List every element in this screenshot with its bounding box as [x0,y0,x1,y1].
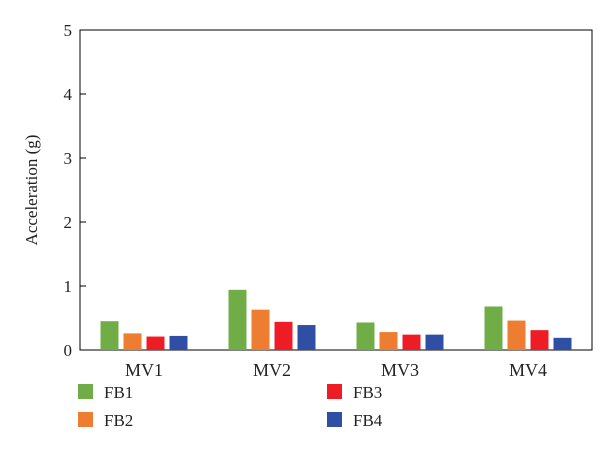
bar-fb2-mv3 [379,332,398,350]
x-category-label: MV1 [125,360,163,380]
bar-fb3-mv1 [146,336,165,350]
bar-fb1-mv2 [228,289,247,350]
y-tick-label: 3 [64,149,73,168]
bar-fb4-mv1 [169,335,188,350]
x-category-label: MV3 [381,360,419,380]
bar-fb4-mv2 [297,325,316,350]
y-tick-label: 5 [64,21,73,40]
bars-group [100,289,572,350]
bar-fb3-mv4 [530,330,549,350]
y-tick-label: 2 [64,213,73,232]
legend-label-fb1: FB1 [104,383,133,402]
plot-frame [79,29,593,351]
y-axis-ticks: 0 1 2 3 4 5 [64,21,86,360]
legend-swatch-fb1 [78,384,93,399]
legend-swatch-fb2 [78,412,93,427]
legend-label-fb3: FB3 [353,383,382,402]
legend-label-fb4: FB4 [353,411,383,430]
y-tick-label: 1 [64,277,73,296]
bar-fb1-mv1 [100,321,119,350]
legend-swatch-fb4 [327,412,342,427]
bar-fb2-mv1 [123,333,142,350]
y-axis-title: Acceleration (g) [22,135,41,246]
bar-fb2-mv4 [507,320,526,350]
bar-fb4-mv4 [553,337,572,350]
legend: FB1 FB2 FB3 FB4 [78,383,383,430]
bar-fb3-mv2 [274,321,293,350]
x-category-label: MV2 [253,360,291,380]
bar-fb1-mv3 [356,322,375,350]
legend-label-fb2: FB2 [104,411,133,430]
legend-swatch-fb3 [327,384,342,399]
x-axis-categories: MV1 MV2 MV3 MV4 [125,360,547,380]
plot-area: 0 1 2 3 4 5 MV1 MV2 MV3 MV4 [64,21,593,380]
bar-fb2-mv2 [251,309,270,350]
bar-fb1-mv4 [484,306,503,350]
bar-fb4-mv3 [425,334,444,350]
y-tick-label: 0 [64,341,73,360]
bar-fb3-mv3 [402,334,421,350]
x-category-label: MV4 [509,360,547,380]
y-tick-label: 4 [64,85,73,104]
